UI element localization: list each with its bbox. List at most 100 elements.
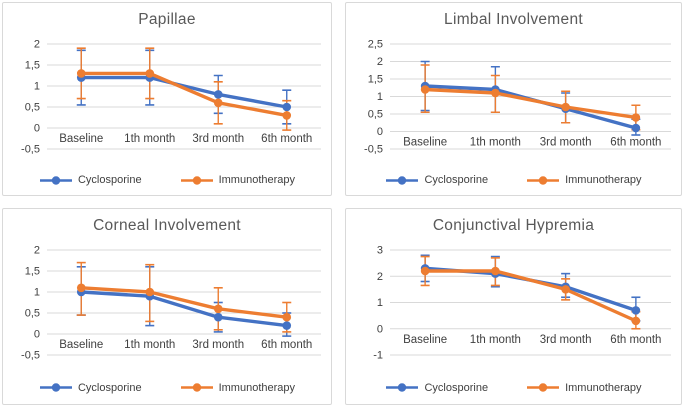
chart-legend: Cyclosporine Immunotherapy	[346, 371, 681, 404]
legend-item-cyclosporine: Cyclosporine	[385, 174, 488, 186]
data-point-marker	[631, 123, 641, 133]
data-point-marker	[76, 69, 86, 78]
series-line-cyclosporine	[79, 75, 289, 109]
chart-panel-papillae: Papillae 2 1,5 1 0,5 0 -0,5 Baseline 1th month 3…	[2, 2, 332, 196]
x-tick-label: 3rd month	[540, 334, 592, 346]
data-point-marker	[282, 321, 292, 330]
legend-label: Immunotherapy	[565, 174, 642, 186]
legend-item-immunotherapy: Immunotherapy	[180, 382, 295, 394]
legend-marker-icon	[180, 383, 213, 392]
y-tick-label: 0,5	[25, 102, 40, 114]
legend-label: Immunotherapy	[565, 381, 642, 394]
y-tick-label: 2	[377, 56, 383, 68]
chart-canvas: 2,5 2 1,5 1 0,5 0 -0,5 Baseline 1th month 3rd mon…	[364, 39, 671, 156]
data-point-marker	[491, 266, 500, 276]
series-line-immunotherapy	[79, 71, 289, 118]
chart-legend: Cyclosporine Immunotherapy	[3, 165, 331, 195]
series-line-cyclosporine	[79, 290, 289, 328]
y-tick-label: 2	[34, 245, 40, 257]
y-tick-label: 1,5	[25, 266, 40, 278]
data-point-marker	[213, 90, 223, 99]
x-tick-label: 3rd month	[192, 339, 244, 351]
series-line-immunotherapy	[423, 269, 638, 323]
y-tick-label: 2	[377, 271, 383, 283]
x-tick-label: Baseline	[403, 137, 447, 149]
legend-label: Immunotherapy	[218, 381, 296, 394]
chart-panel-corneal-involvement: Corneal Involvement 2 1,5 1 0,5 0 -0,5 Baselin…	[2, 208, 332, 405]
chart-title: Limbal Involvement	[444, 11, 583, 28]
legend-item-immunotherapy: Immunotherapy	[526, 174, 642, 186]
legend-label: Immunotherapy	[218, 174, 296, 186]
chart-panel-conjunctival-hypremia: Conjunctival Hypremia 3 2 1 0 -1 Baseline 1th …	[345, 208, 682, 405]
chart-plot: 2,5 2 1,5 1 0,5 0 -0,5 Baseline 1th month 3rd mon…	[346, 37, 681, 165]
data-point-marker	[420, 85, 430, 94]
chart-title: Conjunctival Hypremia	[432, 217, 595, 234]
y-tick-label: 2	[34, 39, 40, 51]
legend-label: Cyclosporine	[424, 174, 489, 186]
y-tick-label: 2,5	[368, 39, 383, 51]
chart-title: Corneal Involvement	[93, 217, 241, 234]
data-point-marker	[631, 316, 641, 326]
y-tick-label: 1	[34, 287, 40, 299]
data-point-marker	[76, 283, 86, 293]
data-point-marker	[561, 102, 570, 112]
x-tick-label: 1th month	[470, 137, 521, 149]
chart-legend: Cyclosporine Immunotherapy	[346, 165, 681, 195]
legend-item-immunotherapy: Immunotherapy	[526, 381, 642, 394]
y-tick-label: 0	[377, 126, 383, 138]
data-point-marker	[213, 312, 223, 322]
y-tick-label: 0,5	[368, 109, 383, 121]
x-tick-label: 3rd month	[192, 133, 244, 145]
legend-marker-icon	[39, 383, 72, 392]
x-tick-label: 1th month	[124, 339, 175, 351]
legend-label: Cyclosporine	[77, 381, 142, 394]
y-tick-label: 0	[34, 329, 40, 341]
legend-label: Cyclosporine	[424, 381, 489, 394]
chart-plot: 3 2 1 0 -1 Baseline 1th month 3rd month 6th mont…	[346, 243, 681, 371]
data-point-marker	[561, 285, 570, 294]
x-tick-label: 6th month	[261, 339, 312, 351]
y-tick-label: 1,5	[368, 74, 383, 86]
series-line-cyclosporine	[423, 266, 638, 313]
legend-marker-icon	[527, 383, 560, 392]
y-tick-label: 0	[377, 323, 383, 335]
x-tick-label: Baseline	[59, 339, 103, 351]
y-tick-label: -1	[373, 350, 383, 362]
legend-item-cyclosporine: Cyclosporine	[385, 382, 488, 394]
legend-item-immunotherapy: Immunotherapy	[180, 174, 295, 186]
x-tick-label: Baseline	[403, 334, 447, 346]
series-line-immunotherapy	[423, 87, 638, 120]
chart-panel-limbal-involvement: Limbal Involvement 2,5 2 1,5 1 0,5 0 -0,5 Basel…	[345, 2, 682, 196]
data-point-marker	[491, 88, 500, 98]
x-tick-label: 3rd month	[540, 137, 592, 149]
x-tick-label: 6th month	[610, 334, 661, 346]
y-tick-label: 3	[377, 245, 383, 257]
legend-marker-icon	[180, 175, 213, 185]
chart-title: Papillae	[138, 11, 196, 28]
data-point-marker	[282, 102, 292, 112]
legend-item-cyclosporine: Cyclosporine	[39, 382, 142, 394]
y-tick-label: 1	[377, 91, 383, 103]
legend-label: Cyclosporine	[77, 174, 142, 186]
y-tick-label: 1	[34, 81, 40, 93]
legend-marker-icon	[386, 175, 419, 185]
series-line-immunotherapy	[79, 286, 289, 319]
chart-plot: 2 1,5 1 0,5 0 -0,5 Baseline 1th month 3rd month 6…	[3, 37, 331, 165]
chart-canvas: 2 1,5 1 0,5 0 -0,5 Baseline 1th month 3rd month 6…	[21, 245, 321, 362]
y-tick-label: 1,5	[25, 60, 40, 72]
x-tick-label: 1th month	[124, 133, 175, 145]
legend-marker-icon	[39, 175, 72, 185]
y-tick-label: 0	[34, 123, 40, 135]
data-point-marker	[282, 111, 292, 120]
x-tick-label: Baseline	[59, 133, 103, 145]
y-tick-label: -0,5	[21, 350, 40, 362]
chart-legend: Cyclosporine Immunotherapy	[3, 371, 331, 404]
data-point-marker	[213, 98, 223, 108]
legend-item-cyclosporine: Cyclosporine	[39, 174, 142, 186]
legend-marker-icon	[527, 175, 560, 185]
data-point-marker	[631, 113, 641, 122]
y-tick-label: -0,5	[21, 144, 40, 156]
data-point-marker	[282, 312, 292, 322]
y-tick-label: 1	[377, 297, 383, 309]
data-point-marker	[420, 266, 430, 276]
